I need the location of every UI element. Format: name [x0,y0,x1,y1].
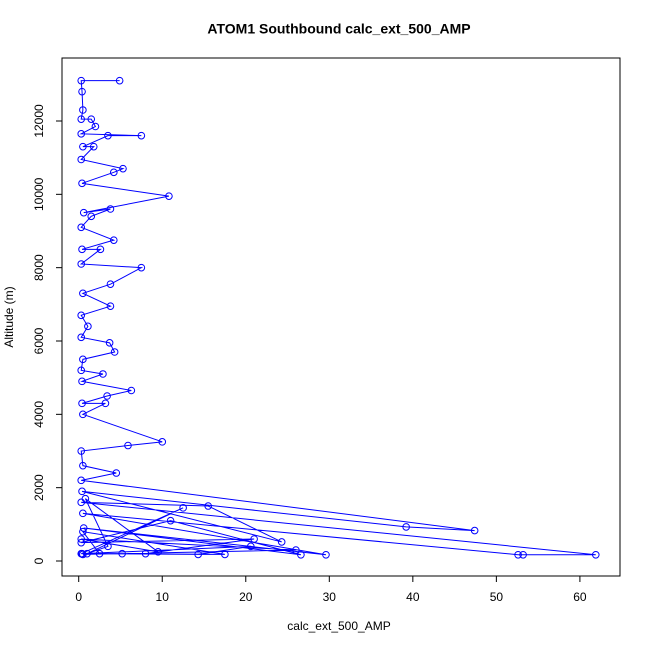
chart-title: ATOM1 Southbound calc_ext_500_AMP [207,21,470,37]
data-point [109,168,118,177]
data-point [77,223,86,232]
data-point [81,494,90,503]
data-point [77,366,86,375]
data-point [104,131,112,140]
data-point [79,550,87,559]
data-point [106,205,115,213]
data-point [470,526,479,535]
data-point [79,527,87,536]
data-point [77,447,86,455]
data-point [591,550,600,559]
y-tick-label: 12000 [32,104,46,138]
data-point [154,548,162,556]
data-point [115,76,124,85]
data-point [83,549,91,558]
data-point [77,333,86,342]
data-point [106,280,115,288]
x-tick-label: 20 [239,590,253,604]
data-point [109,236,118,244]
data-point [77,311,86,320]
x-tick-label: 30 [323,590,337,604]
data-point [179,504,187,512]
data-point [99,370,107,378]
y-tick-label: 4000 [32,401,46,428]
data-point [127,386,136,395]
data-point [79,461,87,470]
data-point [78,245,86,254]
data-point [112,469,121,477]
data-line [79,80,596,556]
data-point [77,476,86,485]
data-point [89,142,98,151]
data-point [77,115,86,123]
data-point [79,410,87,419]
data-point [297,550,305,559]
y-tick-label: 8000 [32,254,46,281]
data-point [77,538,86,547]
data-point [95,549,104,558]
data-point [277,538,286,546]
data-point [78,399,86,408]
data-point [165,192,173,200]
data-point [104,542,112,551]
data-point [78,377,86,386]
data-point [119,164,127,173]
data-point [87,115,96,123]
data-point [137,263,146,272]
data-point [96,245,105,254]
data-point [158,438,167,446]
data-point [79,106,87,114]
y-tick-label: 0 [32,557,46,564]
data-point [77,130,86,138]
y-axis-label: Altitude (m) [2,286,16,347]
data-point [110,348,119,356]
data-point [84,322,92,331]
data-point [514,550,522,559]
data-point [101,399,110,408]
data-point [79,524,88,532]
x-axis-label: calc_ext_500_AMP [287,619,390,633]
data-point [519,550,527,559]
data-point [77,260,86,268]
x-tick-label: 60 [573,590,587,604]
data-point [292,546,300,554]
data-point [87,212,96,221]
data-point [78,179,86,188]
data-point [105,339,114,347]
data-point [78,487,86,496]
data-point [124,441,132,450]
data-point [194,550,202,559]
data-point [79,509,87,518]
data-point [77,535,86,543]
data-point [77,76,86,85]
data-point [79,355,87,364]
data-point [79,289,87,298]
y-tick-label: 2000 [32,474,46,501]
data-point [402,523,410,531]
data-point [246,542,255,551]
data-point [77,155,86,164]
data-point [322,550,330,559]
data-point [137,131,146,140]
data-point [141,549,150,558]
x-tick-label: 40 [406,590,420,604]
data-point [79,208,88,217]
data-point [78,87,86,96]
x-tick-label: 10 [156,590,170,604]
data-point [204,502,212,510]
data-point [103,392,111,400]
data-point [106,302,115,310]
data-point [79,142,87,151]
data-point [91,122,100,131]
data-point [166,516,175,525]
x-tick-label: 50 [490,590,504,604]
y-tick-label: 6000 [32,327,46,354]
y-tick-label: 10000 [32,177,46,211]
data-point [118,549,126,558]
x-tick-label: 0 [75,590,82,604]
data-point [221,550,229,559]
data-point [250,535,258,543]
